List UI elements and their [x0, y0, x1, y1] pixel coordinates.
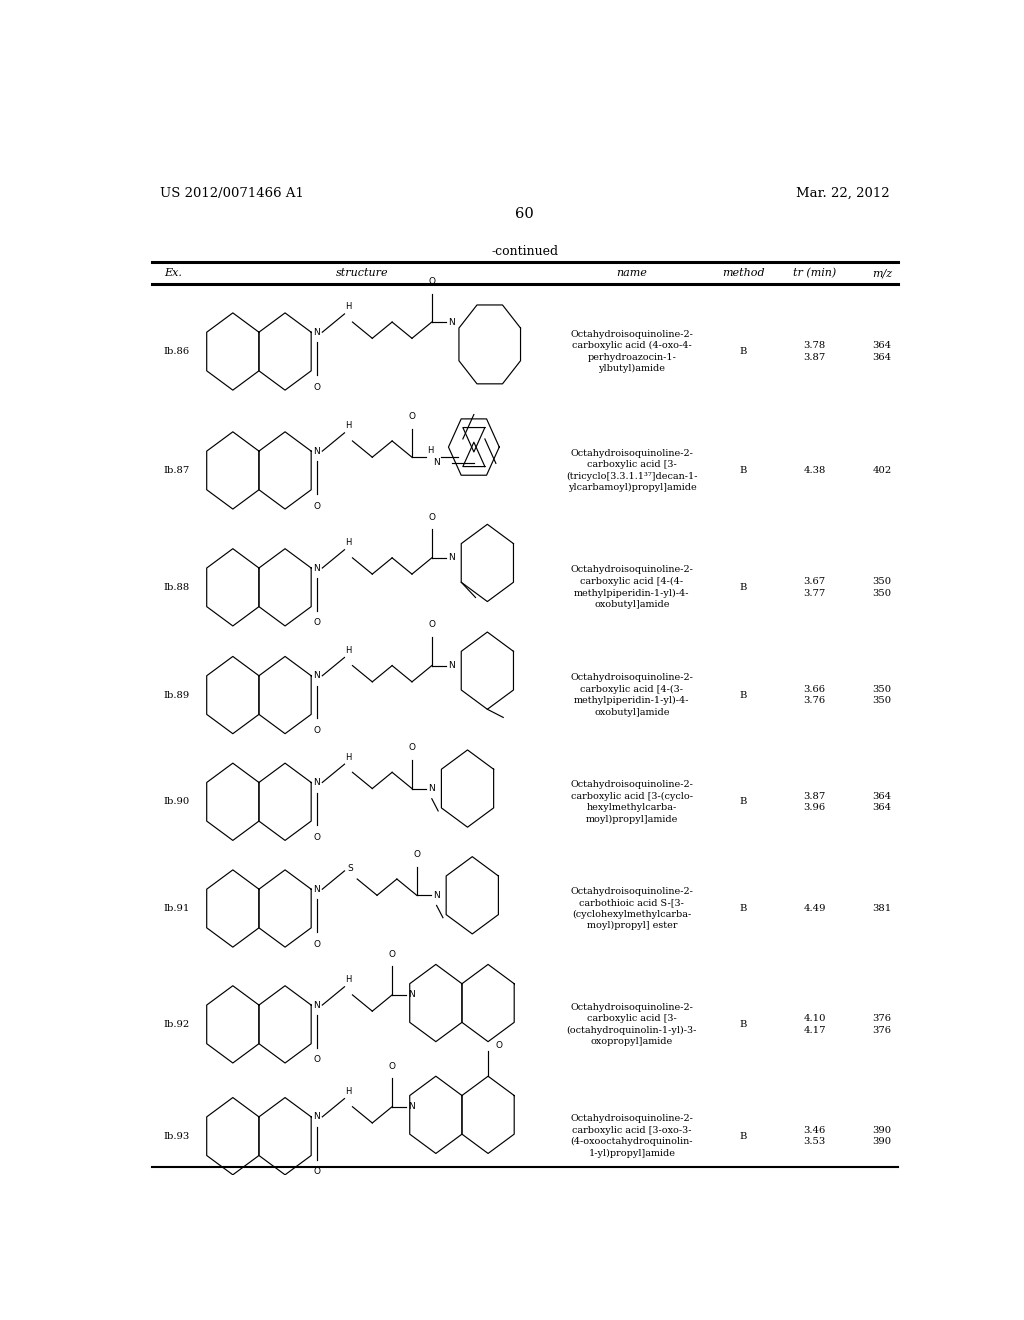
Text: H: H	[345, 975, 351, 985]
Text: m/z: m/z	[871, 268, 892, 279]
Text: B: B	[739, 904, 746, 913]
Text: Ib.88: Ib.88	[164, 583, 190, 591]
Text: O: O	[389, 1061, 395, 1071]
Text: O: O	[409, 743, 416, 752]
Text: B: B	[739, 1131, 746, 1140]
Text: US 2012/0071466 A1: US 2012/0071466 A1	[160, 187, 304, 199]
Text: H: H	[345, 1086, 351, 1096]
Text: Ib.86: Ib.86	[164, 347, 189, 356]
Text: H: H	[427, 446, 433, 454]
Text: O: O	[496, 1041, 503, 1051]
Text: B: B	[739, 690, 746, 700]
Text: Ib.87: Ib.87	[164, 466, 190, 475]
Text: H: H	[345, 302, 351, 312]
Text: N: N	[313, 672, 321, 680]
Text: B: B	[739, 797, 746, 807]
Text: 3.67
3.77: 3.67 3.77	[804, 577, 825, 598]
Text: B: B	[739, 1020, 746, 1028]
Text: tr (min): tr (min)	[793, 268, 836, 279]
Text: N: N	[409, 990, 416, 999]
Text: O: O	[313, 940, 321, 949]
Text: Mar. 22, 2012: Mar. 22, 2012	[797, 187, 890, 199]
Text: Octahydroisoquinoline-2-
carboxylic acid [4-(3-
methylpiperidin-1-yl)-4-
oxobuty: Octahydroisoquinoline-2- carboxylic acid…	[570, 673, 693, 717]
Text: 4.49: 4.49	[803, 904, 825, 913]
Text: N: N	[313, 327, 321, 337]
Text: 390
390: 390 390	[872, 1126, 892, 1146]
Text: Octahydroisoquinoline-2-
carboxylic acid [3-
(tricyclo[3.3.1.1³⁷]decan-1-
ylcarb: Octahydroisoquinoline-2- carboxylic acid…	[566, 449, 697, 492]
Text: B: B	[739, 347, 746, 356]
Text: 3.78
3.87: 3.78 3.87	[804, 342, 825, 362]
Text: O: O	[313, 502, 321, 511]
Text: 402: 402	[872, 466, 892, 475]
Text: 4.10
4.17: 4.10 4.17	[803, 1014, 825, 1035]
Text: O: O	[414, 850, 420, 859]
Text: N: N	[313, 777, 321, 787]
Text: N: N	[313, 564, 321, 573]
Text: O: O	[313, 1056, 321, 1064]
Text: Octahydroisoquinoline-2-
carboxylic acid [3-oxo-3-
(4-oxooctahydroquinolin-
1-yl: Octahydroisoquinoline-2- carboxylic acid…	[570, 1114, 693, 1158]
Text: B: B	[739, 583, 746, 591]
Text: Ib.89: Ib.89	[164, 690, 190, 700]
Text: O: O	[313, 618, 321, 627]
Text: O: O	[313, 1167, 321, 1176]
Text: 350
350: 350 350	[872, 685, 892, 705]
Text: 4.38: 4.38	[803, 466, 825, 475]
Text: Ex.: Ex.	[164, 268, 181, 279]
Text: N: N	[433, 458, 440, 467]
Text: -continued: -continued	[492, 244, 558, 257]
Text: 3.46
3.53: 3.46 3.53	[804, 1126, 825, 1146]
Text: N: N	[428, 784, 435, 793]
Text: Octahydroisoquinoline-2-
carboxylic acid [3-(cyclo-
hexylmethylcarba-
moyl)propy: Octahydroisoquinoline-2- carboxylic acid…	[570, 780, 693, 824]
Text: O: O	[313, 833, 321, 842]
Text: O: O	[313, 383, 321, 392]
Text: O: O	[428, 277, 435, 286]
Text: Octahydroisoquinoline-2-
carboxylic acid [3-
(octahydroquinolin-1-yl)-3-
oxoprop: Octahydroisoquinoline-2- carboxylic acid…	[566, 1003, 697, 1047]
Text: N: N	[449, 553, 455, 562]
Text: H: H	[345, 421, 351, 430]
Text: N: N	[313, 1113, 321, 1122]
Text: H: H	[345, 645, 351, 655]
Text: 60: 60	[515, 207, 535, 222]
Text: 381: 381	[872, 904, 892, 913]
Text: Ib.90: Ib.90	[164, 797, 190, 807]
Text: O: O	[428, 512, 435, 521]
Text: 3.66
3.76: 3.66 3.76	[804, 685, 825, 705]
Text: Ib.91: Ib.91	[164, 904, 190, 913]
Text: H: H	[345, 539, 351, 546]
Text: structure: structure	[336, 268, 388, 279]
Text: Octahydroisoquinoline-2-
carbothioic acid S-[3-
(cyclohexylmethylcarba-
moyl)pro: Octahydroisoquinoline-2- carbothioic aci…	[570, 887, 693, 931]
Text: O: O	[409, 412, 416, 421]
Text: 364
364: 364 364	[872, 792, 892, 812]
Text: Ib.92: Ib.92	[164, 1020, 190, 1028]
Text: S: S	[347, 865, 353, 874]
Text: N: N	[313, 884, 321, 894]
Text: O: O	[389, 950, 395, 958]
Text: N: N	[313, 1001, 321, 1010]
Text: N: N	[449, 661, 455, 671]
Text: name: name	[616, 268, 647, 279]
Text: Octahydroisoquinoline-2-
carboxylic acid (4-oxo-4-
perhydroazocin-1-
ylbutyl)ami: Octahydroisoquinoline-2- carboxylic acid…	[570, 330, 693, 374]
Text: N: N	[313, 446, 321, 455]
Text: Ib.93: Ib.93	[164, 1131, 190, 1140]
Text: N: N	[433, 891, 440, 900]
Text: O: O	[313, 726, 321, 735]
Text: N: N	[409, 1102, 416, 1111]
Text: Octahydroisoquinoline-2-
carboxylic acid [4-(4-
methylpiperidin-1-yl)-4-
oxobuty: Octahydroisoquinoline-2- carboxylic acid…	[570, 565, 693, 609]
Text: N: N	[449, 318, 455, 326]
Text: B: B	[739, 466, 746, 475]
Text: 376
376: 376 376	[872, 1014, 892, 1035]
Text: 3.87
3.96: 3.87 3.96	[804, 792, 825, 812]
Text: O: O	[428, 620, 435, 630]
Text: 350
350: 350 350	[872, 577, 892, 598]
Text: 364
364: 364 364	[872, 342, 892, 362]
Text: H: H	[345, 752, 351, 762]
Text: method: method	[722, 268, 764, 279]
